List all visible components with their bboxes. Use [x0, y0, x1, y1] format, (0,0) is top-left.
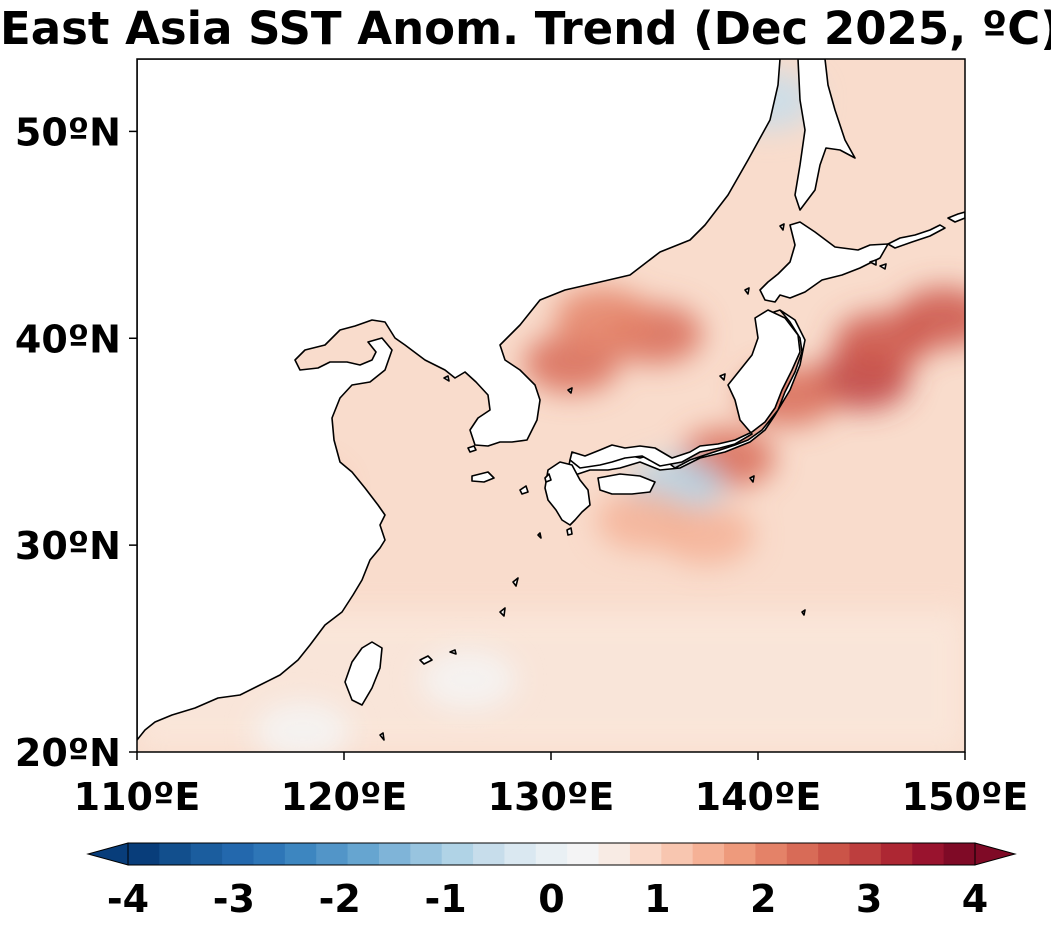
- colorbar-segment: [253, 843, 286, 865]
- colorbar-max-extend: [974, 842, 1017, 866]
- colorbar-tick-label: -1: [425, 877, 467, 921]
- colorbar-segment: [378, 843, 411, 865]
- colorbar-frame: [127, 842, 976, 866]
- anomaly-cell-11: [658, 504, 755, 565]
- colorbar-segment: [473, 843, 505, 865]
- y-tick-label: 20ºN: [15, 731, 121, 775]
- y-tick-label: 30ºN: [15, 524, 121, 568]
- land-shikoku: [597, 473, 656, 495]
- land-kuril-islands: [887, 224, 946, 249]
- colorbar-segment: [661, 843, 694, 865]
- land-honshu-body: [569, 309, 801, 469]
- colorbar-tick-label: 4: [962, 877, 988, 921]
- colorbar-segment: [786, 843, 819, 865]
- colorbar-segment: [410, 843, 443, 865]
- x-tick-label: 120ºE: [281, 775, 408, 819]
- colorbar-segment: [943, 843, 976, 865]
- colorbar-tick-label: 2: [750, 877, 776, 921]
- land-hokkaido: [759, 221, 889, 303]
- colorbar-segment: [535, 843, 568, 865]
- colorbar-segment: [629, 843, 662, 865]
- colorbar-min-extend: [86, 842, 129, 866]
- colorbar-segment: [159, 843, 192, 865]
- colorbar-tick-label: 3: [856, 877, 882, 921]
- colorbar-tick-label: -3: [213, 877, 255, 921]
- y-axis: 20ºN 30ºN 40ºN 50ºN: [15, 110, 137, 775]
- colorbar-segment: [347, 843, 380, 865]
- colorbar-segment: [818, 843, 851, 865]
- land-sakhalin: [794, 59, 856, 211]
- colorbar-segment: [598, 843, 631, 865]
- x-tick-label: 130ºE: [488, 775, 615, 819]
- colorbar: -4 -3 -2 -1 0 1 2 3 4: [86, 842, 1017, 921]
- colorbar-segment: [504, 843, 537, 865]
- colorbar-segment: [849, 843, 882, 865]
- colorbar-tick-label: 0: [538, 877, 564, 921]
- plot-area: [137, 59, 965, 752]
- colorbar-segment: [128, 843, 160, 865]
- y-tick-label: 40ºN: [15, 317, 121, 361]
- colorbar-segment: [880, 843, 913, 865]
- y-tick-label: 50ºN: [15, 110, 121, 154]
- colorbar-segment: [567, 843, 600, 865]
- anomaly-cell-13: [420, 649, 517, 710]
- map-title: East Asia SST Anom. Trend (Dec 2025, ºC): [0, 2, 1051, 55]
- colorbar-tick-label: -2: [319, 877, 361, 921]
- anomaly-cell-14: [254, 701, 351, 752]
- x-axis: 110ºE 120ºE 130ºE 140ºE 150ºE: [74, 752, 1029, 819]
- anomaly-cell-2: [554, 287, 651, 348]
- colorbar-segment: [316, 843, 349, 865]
- colorbar-segment: [692, 843, 725, 865]
- colorbar-segment: [441, 843, 474, 865]
- landmass-layer: [137, 59, 965, 741]
- anomaly-cell-5: [896, 287, 965, 348]
- land-jeju: [471, 471, 495, 483]
- colorbar-segment: [755, 843, 788, 865]
- x-tick-label: 140ºE: [695, 775, 822, 819]
- land-asia-continent: [137, 59, 781, 741]
- colorbar-segment: [190, 843, 223, 865]
- colorbar-segment: [222, 843, 254, 865]
- colorbar-tick-label: -4: [107, 877, 149, 921]
- colorbar-segment: [912, 843, 945, 865]
- x-tick-label: 150ºE: [902, 775, 1029, 819]
- anomaly-cell-0: [523, 333, 620, 394]
- colorbar-segment: [724, 843, 756, 865]
- colorbar-tick-label: 1: [644, 877, 670, 921]
- colorbar-segment: [284, 843, 317, 865]
- land-taiwan: [344, 641, 383, 706]
- land-kyushu: [544, 461, 591, 526]
- x-tick-label: 110ºE: [74, 775, 201, 819]
